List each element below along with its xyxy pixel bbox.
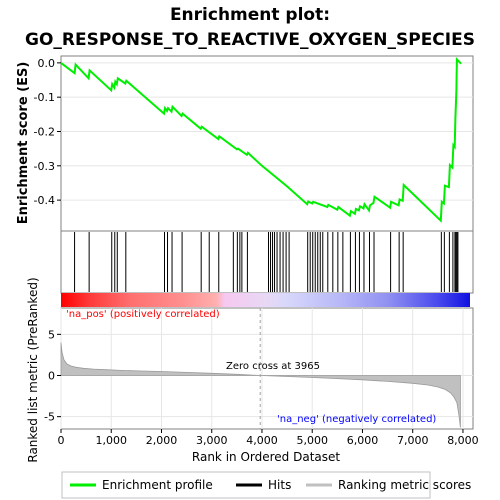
title-line-2: GO_RESPONSE_TO_REACTIVE_OXYGEN_SPECIES: [25, 30, 475, 50]
es-y-tick-label: -0.2: [34, 125, 55, 138]
hit-marks: [74, 232, 459, 292]
es-y-tick-label: 0.0: [38, 57, 56, 70]
ranked-y-axis-label: Ranked list metric (PreRanked): [26, 277, 40, 462]
ranked-y-tick-label: 0: [48, 369, 55, 382]
ranked-x-tick-label: 4,000: [246, 434, 278, 447]
es-y-axis-label: Enrichment score (ES): [16, 62, 31, 225]
metric-gradient: [61, 293, 470, 307]
es-panel: 0.0 -0.1 -0.2 -0.3 -0.4: [34, 55, 474, 232]
ranked-x-tick-label: 6,000: [347, 434, 379, 447]
ranked-x-axis: 0 1,000 2,000 3,000 4,000 5,000 6,000 7,000 8,00…: [58, 429, 479, 447]
metric-color-bar: [61, 293, 470, 307]
es-y-tick-label: -0.4: [34, 194, 55, 207]
es-y-axis: 0.0 -0.1 -0.2 -0.3 -0.4: [34, 57, 61, 207]
legend: Enrichment profile Hits Ranking metric s…: [61, 471, 471, 499]
legend-label-hits: Hits: [268, 478, 291, 492]
hits-panel: [60, 230, 474, 294]
ranked-x-axis-label: Rank in Ordered Dataset: [192, 450, 340, 464]
title-line-1: Enrichment plot:: [170, 5, 330, 25]
es-y-tick-label: -0.3: [34, 160, 55, 173]
enrichment-profile-line: [60, 57, 462, 223]
zero-cross-label: Zero cross at 3965: [226, 361, 320, 372]
ranked-y-tick-label: 5: [48, 328, 55, 341]
legend-label-ranking: Ranking metric scores: [338, 478, 471, 492]
ranked-x-tick-label: 1,000: [95, 434, 127, 447]
hits-panel-frame: [60, 230, 474, 294]
ranked-x-tick-label: 3,000: [196, 434, 228, 447]
es-grid: [61, 62, 473, 201]
ranked-x-tick-label: 8,000: [447, 434, 479, 447]
ranked-list-panel: 'na_pos' (positively correlated) 'na_neg…: [44, 307, 479, 447]
ranked-list-frame: [60, 307, 474, 430]
ranked-x-tick-label: 5,000: [296, 434, 328, 447]
es-y-tick-label: -0.1: [34, 91, 55, 104]
ranked-x-tick-label: 2,000: [146, 434, 178, 447]
ranked-y-tick-label: -5: [44, 411, 55, 424]
legend-label-enrichment: Enrichment profile: [102, 478, 213, 492]
negative-label: 'na_neg' (negatively correlated): [277, 414, 436, 425]
ranked-y-axis: 5 0 -5: [44, 328, 61, 424]
ranked-x-tick-label: 0: [58, 434, 65, 447]
positive-label: 'na_pos' (positively correlated): [66, 309, 220, 320]
ranked-x-tick-label: 7,000: [397, 434, 429, 447]
